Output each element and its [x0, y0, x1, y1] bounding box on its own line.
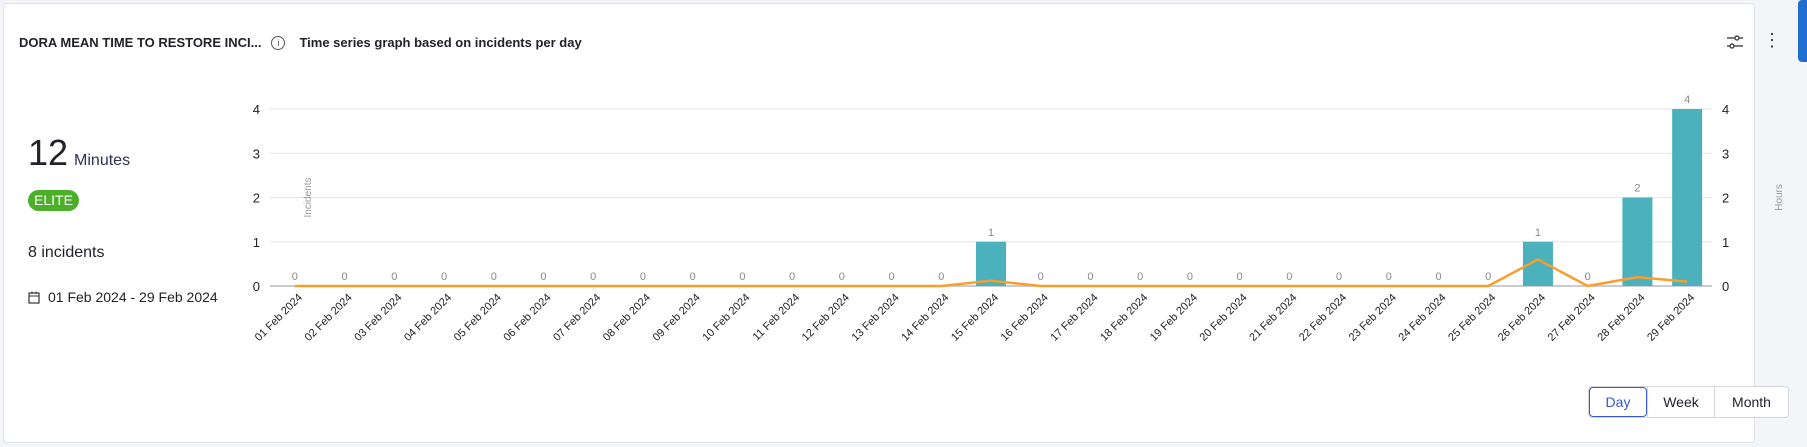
- x-tick-label: 29 Feb 2024: [1645, 292, 1697, 344]
- y2-axis-label: Hours: [1774, 184, 1785, 211]
- y-tick-label: 1: [253, 235, 260, 250]
- y2-tick-label: 2: [1722, 191, 1729, 206]
- x-tick-label: 24 Feb 2024: [1396, 292, 1448, 344]
- bar-data-label: 0: [839, 271, 845, 283]
- x-tick-label: 08 Feb 2024: [601, 292, 653, 344]
- bar-data-label: 0: [590, 271, 596, 283]
- bar-data-label: 0: [690, 271, 696, 283]
- bar-data-label: 2: [1634, 183, 1640, 195]
- bar: [1672, 109, 1703, 286]
- bar-data-label: 0: [640, 271, 646, 283]
- y2-tick-label: 1: [1722, 235, 1729, 250]
- calendar-icon: [28, 291, 40, 304]
- bar-data-label: 0: [1137, 271, 1143, 283]
- granularity-toggle: Day Week Month: [1588, 386, 1789, 418]
- x-tick-label: 07 Feb 2024: [551, 292, 603, 344]
- x-tick-label: 14 Feb 2024: [899, 292, 951, 344]
- chart-subtitle: Time series graph based on incidents per…: [299, 35, 582, 50]
- x-tick-label: 04 Feb 2024: [402, 292, 454, 344]
- bar-data-label: 1: [1535, 227, 1541, 239]
- hours-line: [294, 258, 1688, 288]
- y2-tick-label: 0: [1722, 279, 1729, 294]
- y-tick-label: 3: [253, 146, 260, 161]
- y2-tick-label: 3: [1722, 146, 1729, 161]
- bar-data-label: 0: [391, 271, 397, 283]
- y-tick-label: 0: [253, 279, 260, 294]
- x-tick-label: 17 Feb 2024: [1048, 292, 1100, 344]
- bar-data-label: 0: [292, 271, 298, 283]
- x-tick-label: 06 Feb 2024: [501, 292, 553, 344]
- info-icon[interactable]: i: [271, 35, 286, 50]
- x-tick-label: 26 Feb 2024: [1496, 292, 1548, 344]
- bar-data-label: 1: [988, 227, 994, 239]
- bar-data-label: 0: [888, 271, 894, 283]
- sliders-icon[interactable]: [1725, 32, 1745, 52]
- bar-data-label: 0: [441, 271, 447, 283]
- x-tick-label: 10 Feb 2024: [700, 292, 752, 344]
- date-range: 01 Feb 2024 - 29 Feb 2024: [28, 289, 218, 305]
- incident-count: 8 incidents: [28, 244, 105, 261]
- x-tick-label: 09 Feb 2024: [651, 292, 703, 344]
- x-tick-label: 28 Feb 2024: [1595, 292, 1647, 344]
- x-tick-label: 21 Feb 2024: [1247, 292, 1299, 344]
- x-tick-label: 27 Feb 2024: [1546, 292, 1598, 344]
- bar-data-label: 0: [1585, 271, 1591, 283]
- bar-data-label: 0: [739, 271, 745, 283]
- bar-data-label: 0: [938, 271, 944, 283]
- x-tick-label: 25 Feb 2024: [1446, 292, 1498, 344]
- x-tick-label: 22 Feb 2024: [1297, 292, 1349, 344]
- x-tick-label: 03 Feb 2024: [352, 292, 404, 344]
- x-tick-label: 18 Feb 2024: [1098, 292, 1150, 344]
- status-badge: ELITE: [28, 190, 79, 211]
- month-button[interactable]: Month: [1714, 387, 1788, 417]
- widget-title: DORA MEAN TIME TO RESTORE INCI...: [19, 35, 262, 50]
- bar-data-label: 0: [540, 271, 546, 283]
- x-tick-label: 15 Feb 2024: [949, 292, 1001, 344]
- bar-data-label: 0: [1237, 271, 1243, 283]
- x-tick-label: 20 Feb 2024: [1198, 292, 1250, 344]
- y2-tick-label: 4: [1722, 102, 1729, 117]
- bar-data-label: 4: [1684, 94, 1690, 106]
- x-tick-label: 16 Feb 2024: [999, 292, 1051, 344]
- y-tick-label: 2: [253, 191, 260, 206]
- x-tick-label: 02 Feb 2024: [303, 292, 355, 344]
- x-tick-label: 12 Feb 2024: [800, 292, 852, 344]
- week-button[interactable]: Week: [1647, 387, 1714, 417]
- x-tick-label: 13 Feb 2024: [850, 292, 902, 344]
- bar: [1622, 197, 1653, 286]
- bar-data-label: 0: [1187, 271, 1193, 283]
- bar-data-label: 0: [1286, 271, 1292, 283]
- bar-data-label: 0: [342, 271, 348, 283]
- bar: [976, 241, 1006, 286]
- bar-data-label: 0: [1386, 271, 1392, 283]
- x-tick-label: 11 Feb 2024: [751, 292, 803, 344]
- metric-value: 12: [28, 132, 69, 173]
- x-tick-label: 05 Feb 2024: [452, 292, 504, 344]
- y-axis-label: Incidents: [303, 177, 314, 217]
- metric-unit: Minutes: [74, 152, 131, 169]
- bar-data-label: 0: [1435, 271, 1441, 283]
- x-tick-label: 19 Feb 2024: [1148, 292, 1200, 344]
- y-tick-label: 4: [253, 102, 260, 117]
- widget-header: DORA MEAN TIME TO RESTORE INCI... i Time…: [19, 35, 582, 50]
- x-tick-label: 01 Feb 2024: [253, 292, 305, 344]
- bar-data-label: 0: [1485, 271, 1491, 283]
- bar-data-label: 0: [1336, 271, 1342, 283]
- bar-data-label: 0: [1038, 271, 1044, 283]
- day-button[interactable]: Day: [1589, 387, 1647, 417]
- more-vertical-icon[interactable]: ⋮: [1763, 30, 1781, 50]
- bar-data-label: 0: [491, 271, 497, 283]
- bar-data-label: 0: [789, 271, 795, 283]
- metric: 12 Minutes: [28, 132, 130, 174]
- side-panel-tab[interactable]: [1798, 0, 1807, 62]
- date-range-text: 01 Feb 2024 - 29 Feb 2024: [48, 289, 218, 305]
- x-tick-label: 23 Feb 2024: [1347, 292, 1399, 344]
- widget-card: [3, 3, 1755, 443]
- bar-data-label: 0: [1087, 271, 1093, 283]
